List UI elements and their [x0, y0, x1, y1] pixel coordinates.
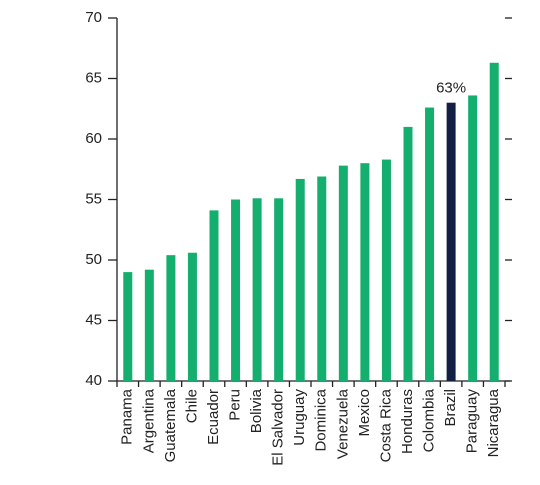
x-tick-label: El Salvador — [270, 389, 287, 466]
x-tick-label: Nicaragua — [485, 388, 502, 457]
x-tick-label: Colombia — [421, 388, 438, 452]
x-tick-label: Peru — [227, 389, 244, 421]
x-tick-label: Paraguay — [464, 389, 481, 454]
y-tick-label: 70 — [85, 9, 102, 26]
x-tick-label: Dominica — [313, 388, 330, 451]
bar — [166, 255, 176, 381]
y-tick-label: 55 — [85, 190, 102, 207]
bar — [144, 269, 154, 381]
x-tick-label: Venezuela — [334, 388, 351, 459]
bar — [446, 102, 456, 381]
bar — [187, 252, 197, 381]
x-tick-label: Bolivia — [248, 388, 265, 433]
y-tick-label: 65 — [85, 69, 102, 86]
x-tick-label: Costa Rica — [377, 388, 394, 462]
bar — [468, 95, 478, 381]
bar — [425, 107, 435, 381]
bar — [274, 198, 284, 381]
bar — [209, 210, 219, 381]
x-tick-label: Uruguay — [291, 389, 308, 446]
x-tick-label: Honduras — [399, 389, 416, 454]
x-tick-label: Guatemala — [162, 388, 179, 462]
bar — [295, 178, 305, 381]
y-tick-label: 50 — [85, 251, 102, 268]
bar — [252, 198, 262, 381]
bar — [338, 165, 348, 381]
x-tick-label: Brazil — [442, 389, 459, 427]
bar — [489, 62, 499, 382]
bar — [403, 126, 413, 382]
bar — [231, 199, 241, 381]
bar — [360, 163, 370, 381]
y-tick-label: 40 — [85, 372, 102, 389]
x-tick-label: Panama — [119, 388, 136, 445]
y-tick-label: 45 — [85, 311, 102, 328]
x-tick-label: Argentina — [140, 388, 157, 453]
y-tick-label: 60 — [85, 130, 102, 147]
x-tick-label: Chile — [183, 389, 200, 423]
x-tick-label: Ecuador — [205, 389, 222, 445]
value-label: 63% — [436, 80, 466, 97]
x-tick-label: Mexico — [356, 389, 373, 437]
bar — [317, 176, 327, 381]
bar — [123, 272, 133, 381]
bar — [381, 159, 391, 381]
